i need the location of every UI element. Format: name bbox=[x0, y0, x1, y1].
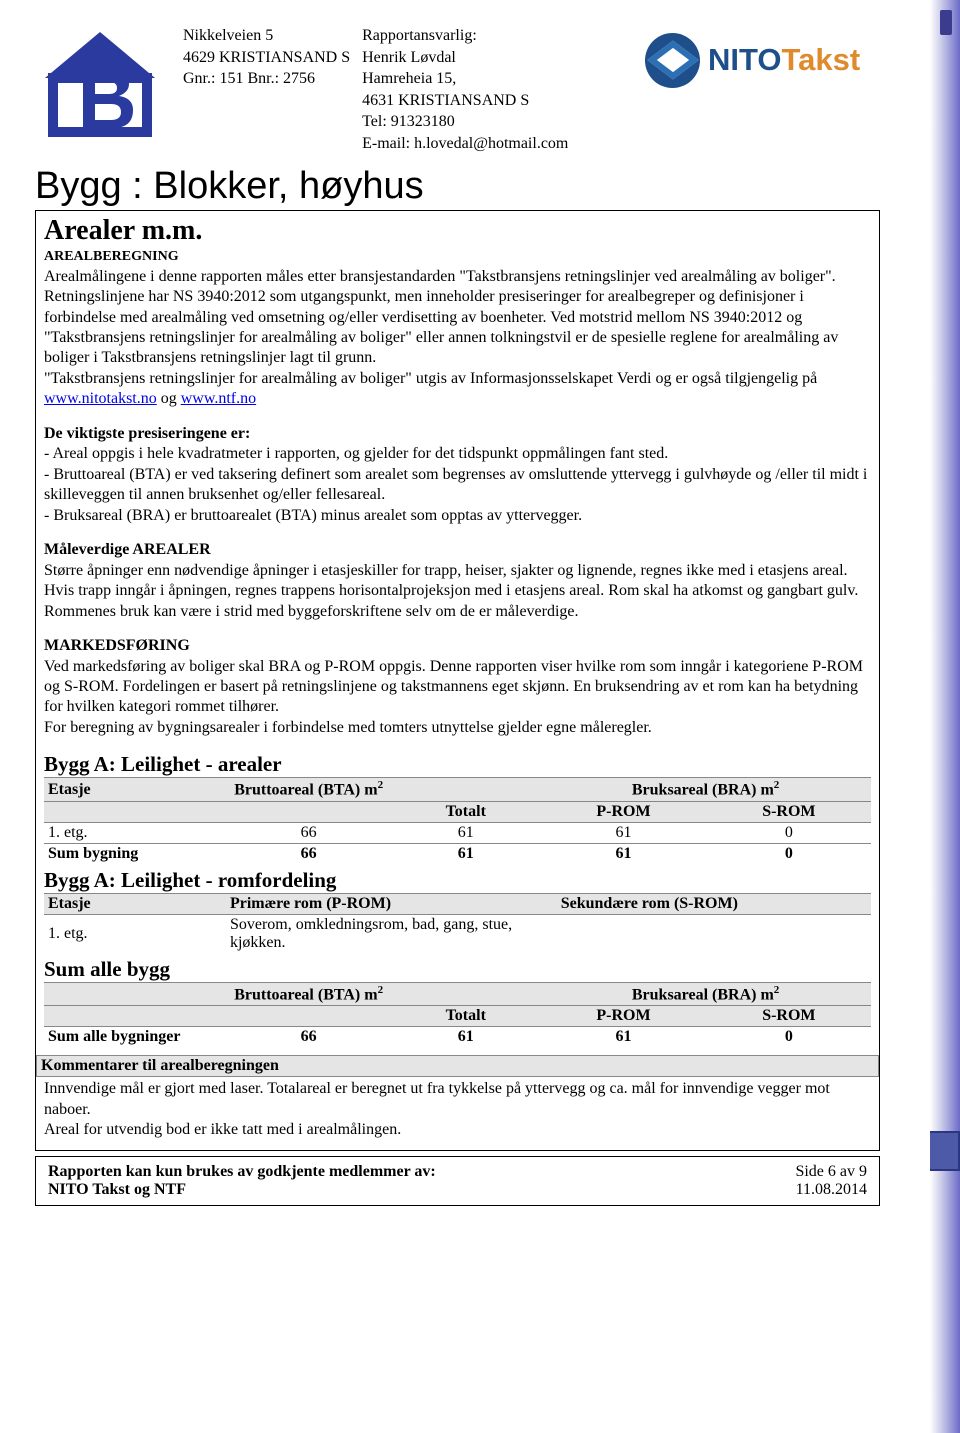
col-bra: Bruksareal (BRA) m2 bbox=[540, 982, 871, 1005]
comments-l2: Areal for utvendig bod er ikke tatt med … bbox=[44, 1120, 871, 1140]
arealer-table-title: Bygg A: Leilighet - arealer bbox=[44, 752, 871, 777]
col-bta: Bruttoareal (BTA) m2 bbox=[226, 982, 391, 1005]
comments-l1: Innvendige mål er gjort med laser. Total… bbox=[44, 1079, 871, 1120]
col-srom: S-ROM bbox=[707, 1006, 871, 1027]
comments-title: Kommentarer til arealberegningen bbox=[36, 1055, 879, 1077]
table-sum-row: Sum bygning 66 61 61 0 bbox=[44, 843, 871, 864]
sa-bta: 66 bbox=[226, 1027, 391, 1048]
table-row: 1. etg. Soverom, omkledningsrom, bad, ga… bbox=[44, 914, 871, 953]
arealberegning-p3: "Takstbransjens retningslinjer for areal… bbox=[44, 369, 871, 410]
sa-srom: 0 bbox=[707, 1027, 871, 1048]
header-property-info: Nikkelveien 5 4629 KRISTIANSAND S Gnr.: … bbox=[183, 25, 350, 155]
table-subheader-row: Totalt P-ROM S-ROM bbox=[44, 801, 871, 822]
table-row: 1. etg. 66 61 61 0 bbox=[44, 822, 871, 843]
rom-label: 1. etg. bbox=[44, 914, 226, 953]
link-nitotakst[interactable]: www.nitotakst.no bbox=[44, 390, 157, 407]
presiseringer-l1: - Areal oppgis i hele kvadratmeter i rap… bbox=[44, 444, 871, 464]
markedsforing-p1: Ved markedsføring av boliger skal BRA og… bbox=[44, 657, 871, 718]
markedsforing-block: MARKEDSFØRING Ved markedsføring av bolig… bbox=[44, 636, 871, 738]
sum-bta: 66 bbox=[226, 843, 391, 864]
table-header-row: Bruttoareal (BTA) m2 Bruksareal (BRA) m2 bbox=[44, 982, 871, 1005]
presiseringer-l2: - Bruttoareal (BTA) er ved taksering def… bbox=[44, 465, 871, 506]
presiseringer-l3: - Bruksareal (BRA) er bruttoarealet (BTA… bbox=[44, 506, 871, 526]
col-totalt: Totalt bbox=[391, 801, 540, 822]
arealer-table: Etasje Bruttoareal (BTA) m2 Bruksareal (… bbox=[44, 777, 871, 863]
arealberegning-p1: Arealmålingene i denne rapporten måles e… bbox=[44, 267, 871, 287]
table-header-row: Etasje Primære rom (P-ROM) Sekundære rom… bbox=[44, 893, 871, 914]
page-footer: Rapporten kan kun brukes av godkjente me… bbox=[35, 1156, 880, 1206]
maleverdige-block: Måleverdige AREALER Større åpninger enn … bbox=[44, 540, 871, 622]
nito-emblem-icon bbox=[645, 33, 700, 88]
company-logo-icon bbox=[35, 20, 165, 140]
sum-label: Sum bygning bbox=[44, 843, 226, 864]
rom-sekundar bbox=[557, 914, 871, 953]
col-etasje: Etasje bbox=[44, 778, 226, 801]
responsible-tel: Tel: 91323180 bbox=[362, 111, 568, 133]
main-content-box: Arealer m.m. AREALBEREGNING Arealmålinge… bbox=[35, 210, 880, 1152]
page-right-decoration bbox=[930, 0, 960, 1433]
romfordeling-table-title: Bygg A: Leilighet - romfordeling bbox=[44, 868, 871, 893]
col-primar: Primære rom (P-ROM) bbox=[226, 893, 557, 914]
sum-alle-title: Sum alle bygg bbox=[44, 957, 871, 982]
page-content: Nikkelveien 5 4629 KRISTIANSAND S Gnr.: … bbox=[0, 0, 930, 1231]
footer-page: Side 6 av 9 bbox=[795, 1163, 867, 1181]
sum-prom: 61 bbox=[540, 843, 707, 864]
romfordeling-table: Etasje Primære rom (P-ROM) Sekundære rom… bbox=[44, 893, 871, 953]
header-text-block: Nikkelveien 5 4629 KRISTIANSAND S Gnr.: … bbox=[183, 20, 627, 155]
sum-totalt: 61 bbox=[391, 843, 540, 864]
row-bta: 66 bbox=[226, 822, 391, 843]
markedsforing-heading: MARKEDSFØRING bbox=[44, 636, 871, 656]
responsible-addr2: 4631 KRISTIANSAND S bbox=[362, 90, 568, 112]
nito-wordmark: NITOTakst bbox=[708, 42, 860, 78]
maleverdige-text: Større åpninger enn nødvendige åpninger … bbox=[44, 561, 871, 622]
col-bra: Bruksareal (BRA) m2 bbox=[540, 778, 871, 801]
col-bta: Bruttoareal (BTA) m2 bbox=[226, 778, 391, 801]
footer-right: Side 6 av 9 11.08.2014 bbox=[795, 1163, 867, 1199]
presiseringer-block: De viktigste presiseringene er: - Areal … bbox=[44, 424, 871, 526]
footer-date: 11.08.2014 bbox=[795, 1181, 867, 1199]
col-etasje: Etasje bbox=[44, 893, 226, 914]
footer-left: Rapporten kan kun brukes av godkjente me… bbox=[48, 1163, 436, 1199]
footer-line1: Rapporten kan kun brukes av godkjente me… bbox=[48, 1163, 436, 1181]
rom-primar: Soverom, omkledningsrom, bad, gang, stue… bbox=[226, 914, 557, 953]
sa-totalt: 61 bbox=[391, 1027, 540, 1048]
table-subheader-row: Totalt P-ROM S-ROM bbox=[44, 1006, 871, 1027]
sum-srom: 0 bbox=[707, 843, 871, 864]
property-address: Nikkelveien 5 bbox=[183, 25, 350, 47]
col-totalt: Totalt bbox=[391, 1006, 540, 1027]
arealberegning-heading: AREALBEREGNING bbox=[44, 249, 871, 265]
responsible-name: Henrik Løvdal bbox=[362, 47, 568, 69]
nito-logo: NITOTakst bbox=[645, 30, 880, 90]
row-totalt: 61 bbox=[391, 822, 540, 843]
link-ntf[interactable]: www.ntf.no bbox=[181, 390, 256, 407]
row-prom: 61 bbox=[540, 822, 707, 843]
responsible-label: Rapportansvarlig: bbox=[362, 25, 568, 47]
table-header-row: Etasje Bruttoareal (BTA) m2 Bruksareal (… bbox=[44, 778, 871, 801]
sa-prom: 61 bbox=[540, 1027, 707, 1048]
property-city: 4629 KRISTIANSAND S bbox=[183, 47, 350, 69]
markedsforing-p2: For beregning av bygningsarealer i forbi… bbox=[44, 718, 871, 738]
property-gnr-bnr: Gnr.: 151 Bnr.: 2756 bbox=[183, 68, 350, 90]
presiseringer-heading: De viktigste presiseringene er: bbox=[44, 424, 871, 444]
col-srom: S-ROM bbox=[707, 801, 871, 822]
footer-line2: NITO Takst og NTF bbox=[48, 1181, 436, 1199]
row-srom: 0 bbox=[707, 822, 871, 843]
table-sum-row: Sum alle bygninger 66 61 61 0 bbox=[44, 1027, 871, 1048]
col-prom: P-ROM bbox=[540, 1006, 707, 1027]
col-sekundar: Sekundære rom (S-ROM) bbox=[557, 893, 871, 914]
sum-alle-label: Sum alle bygninger bbox=[44, 1027, 226, 1048]
report-header: Nikkelveien 5 4629 KRISTIANSAND S Gnr.: … bbox=[35, 20, 880, 155]
responsible-addr1: Hamreheia 15, bbox=[362, 68, 568, 90]
sum-alle-table: Bruttoareal (BTA) m2 Bruksareal (BRA) m2… bbox=[44, 982, 871, 1047]
responsible-email: E-mail: h.lovedal@hotmail.com bbox=[362, 133, 568, 155]
building-title: Bygg : Blokker, høyhus bbox=[35, 165, 880, 208]
arealberegning-p2: Retningslinjene har NS 3940:2012 som utg… bbox=[44, 287, 871, 369]
maleverdige-heading: Måleverdige AREALER bbox=[44, 540, 871, 560]
row-label: 1. etg. bbox=[44, 822, 226, 843]
section-title: Arealer m.m. bbox=[44, 215, 871, 247]
col-prom: P-ROM bbox=[540, 801, 707, 822]
header-responsible-info: Rapportansvarlig: Henrik Løvdal Hamrehei… bbox=[362, 25, 568, 155]
